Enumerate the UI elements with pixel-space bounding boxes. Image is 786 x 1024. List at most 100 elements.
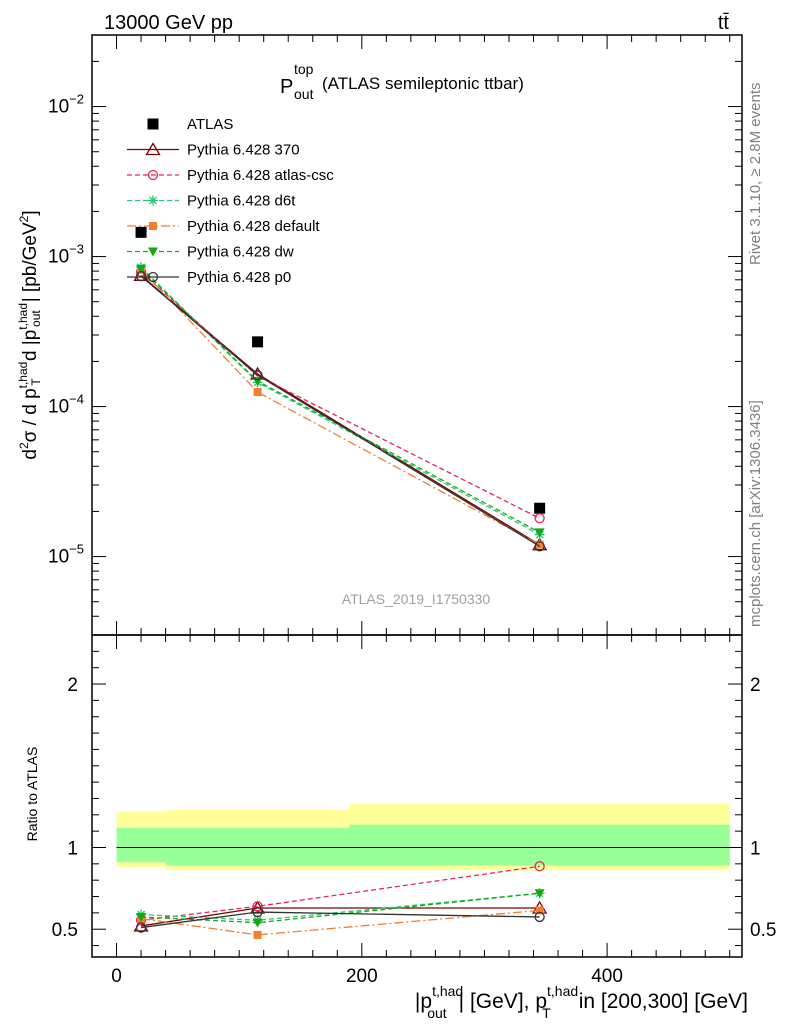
mcplots-label: mcplots.cern.ch [arXiv:1306.3436] [747, 400, 764, 627]
legend-marker-pythia-6-428-d6t [148, 195, 158, 206]
legend-marker-pythia-6-428-atlas-csc [147, 169, 159, 181]
y-tick-label: 10−2 [48, 92, 84, 118]
main-point-atlas [534, 502, 546, 514]
ratio-point-pythia-6-428-dw [534, 889, 545, 899]
ratio-line-pythia-6-428-atlas-csc [140, 865, 540, 921]
ratio-point-pythia-6-428-p0 [534, 911, 545, 923]
ratio-series-pythia-6-428-dw [136, 889, 545, 928]
main-series-pythia-6-428-dw [136, 264, 545, 538]
legend-label-pythia-6-428-default: Pythia 6.428 default [187, 218, 320, 235]
ratio-y-tick-label-right: 2 [750, 675, 761, 696]
y-tick-label: 10−3 [48, 242, 84, 268]
legend-marker-pythia-6-428-p0 [147, 271, 159, 283]
ratio-line-pythia-6-428-default [140, 909, 540, 936]
ratio-band-inner [349, 824, 730, 866]
ratio-point-pythia-6-428-atlas-csc [252, 901, 263, 912]
main-series-atlas [135, 226, 546, 514]
ratio-series-pythia-6-428-atlas-csc [135, 861, 545, 926]
title-superscript: top [294, 61, 314, 77]
x-tick-label: 200 [346, 966, 378, 987]
main-series-pythia-6-428-370 [133, 268, 548, 551]
legend-marker-pythia-6-428-370 [145, 142, 161, 156]
x-tick-label: 400 [591, 966, 623, 987]
ratio-uncertainty-bands [116, 803, 730, 871]
ratio-line-pythia-6-428-p0 [140, 911, 540, 929]
legend-entry-pythia-6-428-d6t: Pythia 6.428 d6t [127, 193, 296, 210]
legend-label-pythia-6-428-p0: Pythia 6.428 p0 [187, 269, 291, 286]
main-series-pythia-6-428-default [137, 265, 544, 549]
ratio-point-pythia-6-428-p0 [135, 922, 147, 933]
legend-entry-pythia-6-428-p0: Pythia 6.428 p0 [127, 269, 291, 286]
main-point-atlas [135, 226, 147, 238]
title-rest: (ATLAS semileptonic ttbar) [322, 74, 524, 93]
ratio-y-tick-label-left: 0.5 [52, 920, 78, 941]
ratio-y-tick-label-right: 1 [750, 838, 761, 859]
y-tick-label: 10−5 [48, 542, 84, 568]
legend-entry-pythia-6-428-default: Pythia 6.428 default [127, 218, 320, 235]
main-point-pythia-6-428-atlas-csc [534, 513, 545, 524]
ratio-point-pythia-6-428-atlas-csc [534, 861, 545, 872]
main-point-pythia-6-428-dw [136, 264, 147, 274]
title-subscript: out [294, 86, 314, 102]
ratio-series-pythia-6-428-default [137, 906, 544, 939]
ratio-band-inner [165, 827, 350, 866]
legend-entry-pythia-6-428-atlas-csc: Pythia 6.428 atlas-csc [127, 167, 334, 184]
ratio-series-pythia-6-428-p0 [135, 906, 545, 933]
legend-entry-pythia-6-428-dw: Pythia 6.428 dw [127, 244, 294, 261]
main-series-pythia-6-428-d6t [136, 262, 545, 540]
legend-marker-pythia-6-428-dw [148, 247, 158, 257]
legend-marker-pythia-6-428-default [149, 222, 157, 230]
main-title: P top out (ATLAS semileptonic ttbar) [280, 61, 524, 102]
main-line-pythia-6-428-p0 [140, 275, 540, 547]
collision-label: 13000 GeV pp [104, 12, 233, 34]
main-line-pythia-6-428-d6t [140, 266, 540, 536]
main-line-pythia-6-428-dw [140, 268, 540, 533]
main-point-pythia-6-428-p0 [534, 541, 545, 552]
main-series-pythia-6-428-p0 [135, 271, 545, 552]
ratio-y-tick-label-right: 0.5 [750, 920, 776, 941]
ratio-point-pythia-6-428-default [253, 930, 262, 939]
x-tick-label: 0 [111, 966, 122, 987]
main-point-pythia-6-428-default [253, 388, 262, 397]
axis-tick-labels: 0 200 400 10−5 10−4 10−3 10−2 0.5 0.5 1 1 2 2 [48, 92, 776, 987]
ratio-point-pythia-6-428-default [535, 906, 544, 915]
main-point-pythia-6-428-default [535, 540, 544, 549]
main-y-axis-label: d2σ / d pt,hadT d |pt,hadout| [pb/GeV2] [16, 210, 43, 459]
main-line-pythia-6-428-default [140, 269, 540, 546]
main-point-atlas [252, 336, 264, 348]
main-series-pythia-6-428-atlas-csc [135, 266, 545, 524]
main-point-pythia-6-428-dw [534, 528, 545, 538]
legend-entry-atlas: ATLAS [147, 116, 233, 133]
legend-label-pythia-6-428-dw: Pythia 6.428 dw [187, 244, 294, 261]
legend-entry-pythia-6-428-370: Pythia 6.428 370 [127, 142, 300, 159]
rivet-label: Rivet 3.1.10, ≥ 2.8M events [747, 83, 764, 266]
ratio-point-pythia-6-428-370 [133, 918, 149, 932]
ratio-point-pythia-6-428-dw [252, 918, 263, 928]
legend-label-pythia-6-428-370: Pythia 6.428 370 [187, 142, 300, 159]
process-label: tt̄ [718, 12, 730, 34]
main-line-pythia-6-428-370 [140, 274, 540, 546]
legend-label-pythia-6-428-d6t: Pythia 6.428 d6t [187, 193, 296, 210]
ratio-y-tick-label-left: 1 [67, 838, 78, 859]
legend: ATLAS Pythia 6.428 370 Pythia 6.428 atlas-… [127, 116, 334, 286]
axis-ticks [91, 34, 742, 957]
ratio-y-tick-label-left: 2 [67, 675, 78, 696]
legend-label-atlas: ATLAS [187, 116, 233, 133]
ratio-frame [91, 634, 743, 958]
main-line-pythia-6-428-atlas-csc [140, 271, 540, 519]
ratio-series-group [133, 861, 548, 939]
ratio-point-pythia-6-428-dw [136, 912, 147, 922]
ratio-y-axis-label: Ratio to ATLAS [24, 747, 40, 842]
legend-label-pythia-6-428-atlas-csc: Pythia 6.428 atlas-csc [187, 167, 334, 184]
y-tick-label: 10−4 [48, 392, 84, 418]
analysis-id: ATLAS_2019_I1750330 [342, 591, 491, 607]
main-point-pythia-6-428-p0 [135, 271, 147, 282]
main-point-pythia-6-428-p0 [252, 369, 263, 381]
ratio-band-inner [116, 827, 166, 863]
title-symbol: P [280, 76, 293, 98]
legend-marker-atlas [147, 118, 159, 130]
ratio-point-pythia-6-428-370 [249, 900, 266, 914]
ratio-point-pythia-6-428-p0 [252, 906, 263, 918]
